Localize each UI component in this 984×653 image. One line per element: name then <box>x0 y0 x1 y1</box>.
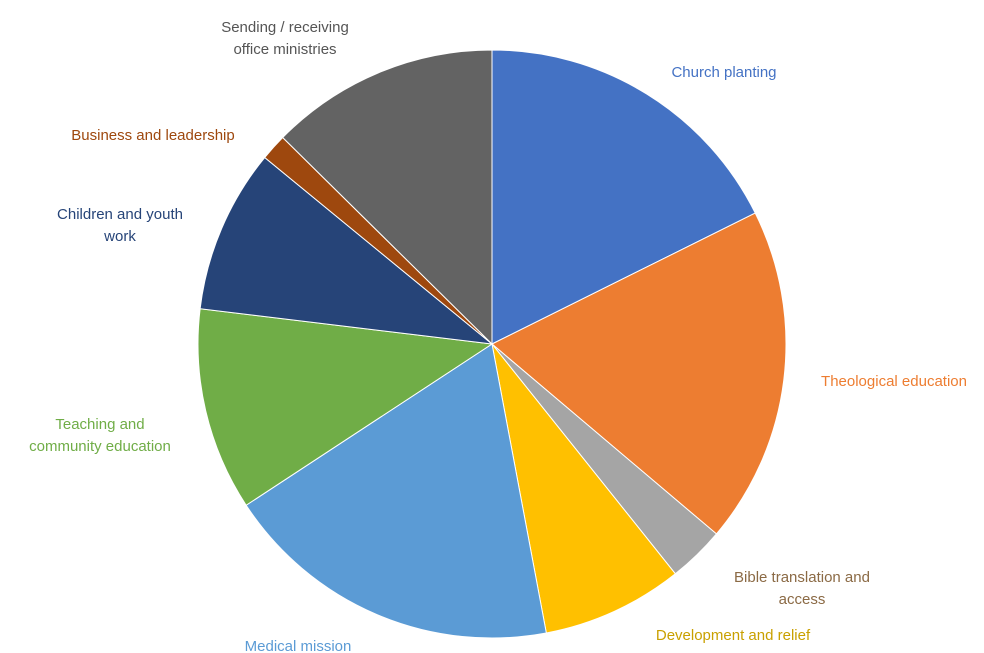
pie-label-sending-receiving-office-ministries: Sending / receiving office ministries <box>221 19 349 58</box>
pie-slice-teaching-and-community-education <box>197 308 494 506</box>
pie-slice-church-planting <box>491 49 756 345</box>
pie-slice-sending-receiving-office-ministries <box>281 49 493 346</box>
pie-slice-children-and-youth-work <box>199 156 494 345</box>
pie-label-church-planting: Church planting <box>671 64 776 81</box>
labels-layer: Church planting Theological education Bibl… <box>29 19 967 653</box>
pie-label-business-and-leadership: Business and leadership <box>71 127 234 144</box>
slices-layer <box>197 49 787 639</box>
pie-slice-medical-mission <box>245 343 547 639</box>
pie-slice-theological-education <box>491 212 787 535</box>
pie-label-children-and-youth-work: Children and youth work <box>57 206 183 245</box>
pie-slice-development-and-relief <box>491 343 677 634</box>
pie-label-medical-mission: Medical mission <box>245 638 352 653</box>
pie-label-theological-education: Theological education <box>821 373 967 390</box>
pie-label-bible-translation-and-access: Bible translation and access <box>734 569 870 608</box>
pie-label-development-and-relief: Development and relief <box>656 627 811 644</box>
pie-label-teaching-and-community-education: Teaching and community education <box>29 416 171 455</box>
